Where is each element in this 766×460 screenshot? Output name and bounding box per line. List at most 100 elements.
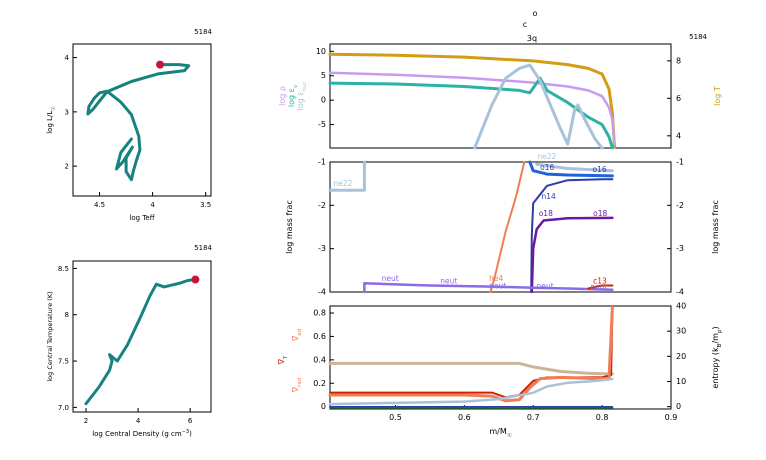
profile-right-label: log T <box>713 86 722 106</box>
central-xlabel-sup: −3 <box>182 429 189 435</box>
central-current-point <box>191 275 200 284</box>
profile-left-label: log εν <box>287 85 299 107</box>
mass-series-line <box>328 160 366 192</box>
gradients-left-label-sub: ad <box>297 329 303 336</box>
hr-xlabel: log Teff <box>129 214 154 222</box>
plot-frame <box>329 43 672 149</box>
mass-series-line <box>363 282 614 294</box>
mass-series-line <box>489 161 526 293</box>
gradients-left-label: ∇ad <box>291 329 303 342</box>
mass-series-line <box>530 178 614 293</box>
gradients-series-line <box>329 306 614 399</box>
mass-ytick-label: -2 <box>318 201 326 210</box>
profile-left-label: log ρ <box>278 86 287 106</box>
gradients-left-label-sub: T <box>283 355 289 360</box>
hr-current-point <box>156 60 165 69</box>
profile-model-number: 5184 <box>689 33 707 41</box>
profile-y2tick-label: 4 <box>676 131 681 140</box>
hr-xtick-label: 3.5 <box>200 201 211 209</box>
gradients-left-label-text: ∇ <box>291 386 300 393</box>
gradients-ytick-label: 0.2 <box>313 379 326 388</box>
mass-species-label: n14 <box>541 192 556 201</box>
mass-ylabel: log mass frac <box>285 200 294 254</box>
mass-species-label: o18 <box>539 209 553 218</box>
hr-track <box>86 63 191 182</box>
gradients-left-label-text: ∇ <box>277 358 286 365</box>
gradients-right-label-sub2: p <box>717 329 723 333</box>
hr-ylabel: log L/L☉ <box>46 106 57 134</box>
gradients-left-label-sub: rad <box>297 378 303 387</box>
profile-series-line <box>473 63 604 150</box>
hr-xtick-label: 4.5 <box>94 201 105 209</box>
profile-series-line <box>328 71 616 146</box>
mass-species-label: neut <box>590 282 607 291</box>
gradients-right-label-base: entropy (k <box>711 347 720 389</box>
central-ytick-label: 7.0 <box>58 404 69 412</box>
gradients-left-label: ∇rad <box>291 378 303 393</box>
mass-species-label: o16 <box>540 163 554 172</box>
gradients-xtick-label: 0.5 <box>389 413 402 422</box>
mass-species-label: neut <box>537 282 554 291</box>
central-xlabel-close: ) <box>189 430 192 438</box>
gradients-xlabel-sub: ☉ <box>507 433 512 439</box>
header-top-glyph: o <box>533 9 538 18</box>
gradients-xtick-label: 0.8 <box>596 413 609 422</box>
gradients-right-label-mid: /m <box>711 333 720 344</box>
profile-series-line <box>328 76 614 150</box>
mass-y2tick-label: -2 <box>676 201 684 210</box>
gradients-series-line <box>328 305 614 403</box>
mass-species-label: neut <box>489 282 506 291</box>
profile-ytick-label: 5 <box>321 71 326 80</box>
gradients-right-label-close: ) <box>711 326 720 329</box>
plot-frame <box>72 43 212 197</box>
profile-series-line <box>328 52 616 149</box>
mass-species-label: neut <box>440 276 457 285</box>
profile-left-label-text: log ε <box>287 88 296 107</box>
gradients-left-label: ∇T <box>277 355 289 365</box>
hr-ylabel-sub: ☉ <box>51 106 57 110</box>
mass-species-label: ne22 <box>537 152 556 161</box>
mass-series-line <box>528 160 614 178</box>
hr-model-number: 5184 <box>194 28 212 36</box>
gradients-xlabel: m/M☉ <box>489 427 511 439</box>
gradients-ytick-label: 0.4 <box>313 355 326 364</box>
mass-y2tick-label: -4 <box>676 288 684 297</box>
profile-left-label-sub: nuc <box>302 81 308 91</box>
gradients-right-label-sub1: B <box>717 343 723 347</box>
gradients-xtick-label: 0.6 <box>458 413 471 422</box>
mass-series-line <box>587 284 614 290</box>
central-xtick-label: 4 <box>136 417 141 425</box>
mass-species-label: neut <box>382 274 399 283</box>
central-ytick-label: 8 <box>65 311 69 319</box>
profile-y2tick-label: 8 <box>676 56 681 65</box>
gradients-xlabel-base: m/M <box>489 427 506 436</box>
central-ytick-label: 8.5 <box>58 265 69 273</box>
central-track <box>84 278 197 406</box>
gradients-ytick-label: 0.6 <box>313 332 326 341</box>
profile-ytick-label: 10 <box>316 47 326 56</box>
gradients-y2tick-label: 0 <box>676 402 681 411</box>
mass-series-line <box>535 162 614 173</box>
gradients-xtick-label: 0.9 <box>665 413 678 422</box>
gradients-y2tick-label: 30 <box>676 327 686 336</box>
gradients-xtick-label: 0.7 <box>527 413 540 422</box>
mass-species-label: o18 <box>593 209 607 218</box>
profile-ytick-label: 0 <box>321 96 326 105</box>
plot-frame <box>72 260 212 413</box>
mass-species-label: ne22 <box>333 179 352 188</box>
mass-species-label: c13 <box>593 276 607 285</box>
profile-y2tick-label: 6 <box>676 94 681 103</box>
gradients-right-label: entropy (kB/mp) <box>711 326 723 388</box>
central-xtick-label: 2 <box>84 417 88 425</box>
mass-series-line <box>530 216 614 294</box>
header-sub-glyph: c <box>523 20 527 29</box>
mass-species-label: he4 <box>489 274 503 283</box>
hr-ytick-label: 3 <box>65 108 69 116</box>
plot-frame <box>329 305 672 410</box>
central-ylabel: log Central Temperature (K) <box>46 291 54 381</box>
profile-left-label-sub: ν <box>293 85 299 88</box>
gradients-left-label-text: ∇ <box>291 335 300 342</box>
gradients-y2tick-label: 40 <box>676 302 686 311</box>
gradients-y2tick-label: 10 <box>676 377 686 386</box>
